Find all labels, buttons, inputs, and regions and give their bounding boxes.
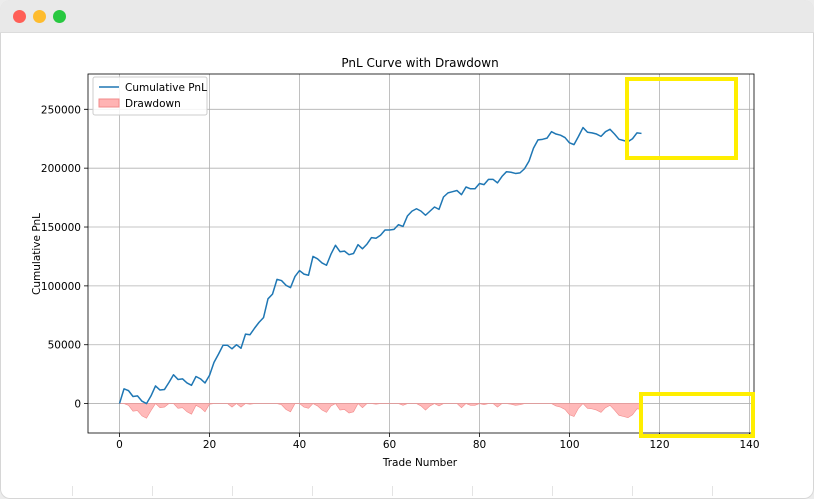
minimize-window-button[interactable] <box>33 10 46 23</box>
legend-pnl-label: Cumulative PnL <box>125 82 207 94</box>
x-tick-label: 20 <box>203 439 216 451</box>
y-tick-label: 150000 <box>41 222 81 234</box>
y-tick-label: 200000 <box>41 163 81 175</box>
close-window-button[interactable] <box>13 10 26 23</box>
legend-drawdown-label: Drawdown <box>125 98 181 110</box>
x-tick-label: 140 <box>739 439 759 451</box>
zoom-window-button[interactable] <box>53 10 66 23</box>
bottom-decoration <box>0 486 814 499</box>
drawdown-area <box>119 403 642 419</box>
y-tick-label: 50000 <box>48 340 81 352</box>
x-tick-label: 40 <box>293 439 306 451</box>
x-tick-label: 0 <box>116 439 123 451</box>
legend-box <box>92 76 208 116</box>
highlight-box-upper <box>625 77 738 160</box>
highlight-box-lower <box>639 392 755 438</box>
y-axis-label: Cumulative PnL <box>31 213 43 295</box>
pnl-chart: 0 20 40 60 80 100 120 140 0 50000 100000 150000 2000… <box>31 56 760 469</box>
drawdown-layer <box>119 403 642 419</box>
y-tick-label: 0 <box>74 399 81 411</box>
legend-drawdown-swatch <box>98 98 120 108</box>
x-tick-label: 80 <box>473 439 486 451</box>
window-titlebar <box>0 0 814 33</box>
pnl-line-layer <box>118 126 642 405</box>
legend: Cumulative PnL Drawdown <box>92 76 208 116</box>
chart-title: PnL Curve with Drawdown <box>341 56 498 70</box>
x-axis-label: Trade Number <box>382 457 458 469</box>
grid-layer <box>88 74 754 433</box>
x-tick-label: 60 <box>383 439 396 451</box>
x-tick-label: 100 <box>559 439 579 451</box>
axes-frame <box>87 73 755 434</box>
y-tick-label: 250000 <box>41 104 81 116</box>
x-tick-label: 120 <box>649 439 669 451</box>
tick-layer: 0 20 40 60 80 100 120 140 0 50000 100000 150000 2000… <box>41 104 760 451</box>
pnl-line <box>118 126 642 405</box>
y-tick-label: 100000 <box>41 281 81 293</box>
